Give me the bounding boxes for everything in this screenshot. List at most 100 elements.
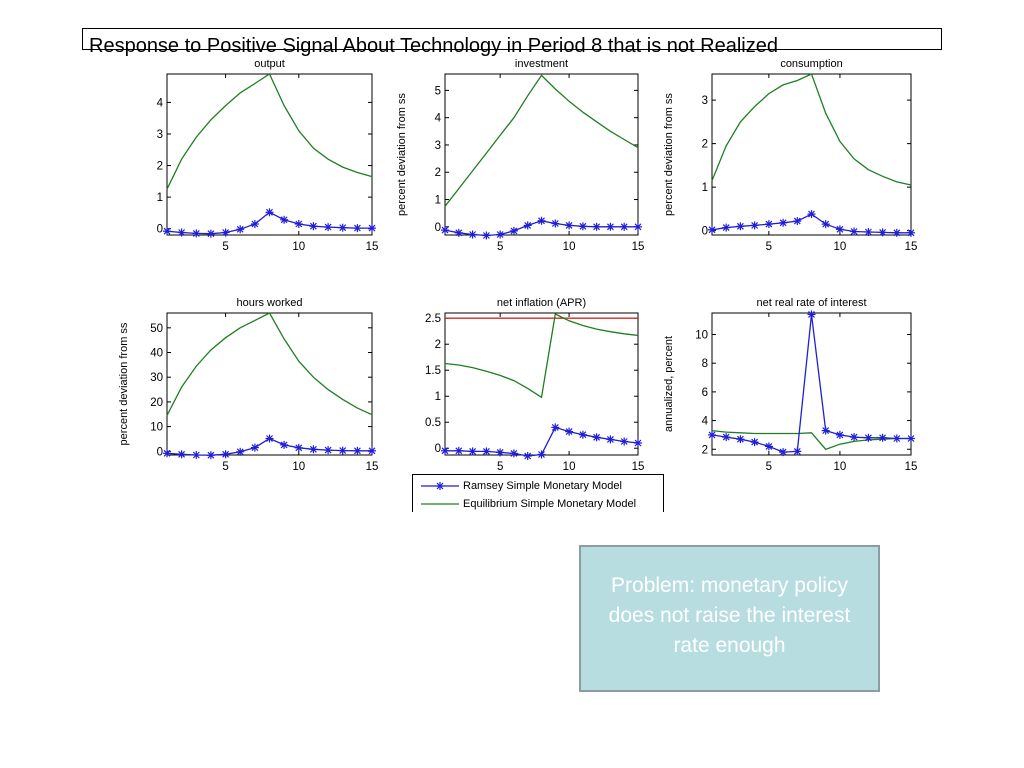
data-point-marker bbox=[482, 447, 491, 456]
data-point-marker bbox=[206, 229, 215, 238]
data-point-marker bbox=[441, 446, 449, 455]
data-point-marker bbox=[722, 433, 731, 442]
data-point-marker bbox=[551, 423, 560, 432]
data-point-marker bbox=[338, 223, 347, 232]
data-point-marker bbox=[736, 222, 745, 231]
y-tick-label: 6 bbox=[702, 387, 708, 399]
y-tick-label: 5 bbox=[435, 85, 441, 97]
data-point-marker bbox=[468, 230, 477, 239]
data-point-marker bbox=[221, 228, 230, 237]
callout-text: Problem: monetary policy does not raise … bbox=[608, 573, 851, 657]
legend-item-ramsey: Ramsey Simple Monetary Model bbox=[413, 477, 663, 495]
chart-title: net inflation (APR) bbox=[497, 297, 586, 309]
legend-label-ramsey: Ramsey Simple Monetary Model bbox=[463, 480, 622, 492]
data-point-marker bbox=[708, 430, 716, 439]
data-point-marker bbox=[309, 445, 318, 454]
data-point-marker bbox=[835, 430, 844, 439]
x-tick-label: 10 bbox=[563, 241, 576, 253]
x-tick-label: 5 bbox=[222, 461, 228, 473]
y-tick-label: 10 bbox=[695, 330, 708, 342]
x-tick-label: 15 bbox=[905, 241, 918, 253]
y-tick-label: 2.5 bbox=[425, 313, 441, 325]
data-point-marker bbox=[779, 218, 788, 227]
y-tick-label: 1.5 bbox=[425, 365, 441, 377]
data-point-marker bbox=[353, 446, 362, 455]
chart-title: hours worked bbox=[236, 297, 302, 309]
data-point-marker bbox=[565, 427, 574, 436]
data-point-marker bbox=[807, 210, 816, 219]
data-point-marker bbox=[280, 440, 289, 449]
data-point-marker bbox=[907, 434, 915, 443]
data-point-marker bbox=[620, 222, 629, 231]
data-point-marker bbox=[606, 222, 615, 231]
data-point-marker bbox=[192, 229, 201, 238]
data-point-marker bbox=[324, 446, 333, 455]
x-tick-label: 10 bbox=[292, 241, 305, 253]
data-point-marker bbox=[265, 208, 274, 217]
data-point-marker bbox=[454, 446, 463, 455]
chart-panel-0: output 5 10 15 0 1 2 3 4 bbox=[157, 58, 379, 253]
data-point-marker bbox=[821, 426, 830, 435]
y-tick-label: 2 bbox=[702, 139, 708, 151]
y-tick-label: 3 bbox=[157, 129, 163, 141]
legend-swatch-ramsey bbox=[421, 482, 459, 490]
data-point-marker bbox=[509, 226, 518, 235]
data-point-marker bbox=[454, 228, 463, 237]
chart-title: net real rate of interest bbox=[756, 297, 866, 309]
x-tick-label: 5 bbox=[766, 241, 772, 253]
legend: Ramsey Simple Monetary Model Equilibrium… bbox=[412, 474, 664, 512]
plot-frame bbox=[444, 312, 639, 456]
title-box bbox=[82, 28, 942, 50]
data-point-marker bbox=[850, 227, 859, 236]
x-tick-label: 5 bbox=[497, 461, 503, 473]
data-point-marker bbox=[163, 227, 171, 236]
data-point-marker bbox=[353, 224, 362, 233]
data-point-marker bbox=[722, 223, 731, 232]
y-axis-label: percent deviation from ss bbox=[118, 322, 130, 445]
data-point-marker bbox=[537, 216, 546, 225]
data-point-marker bbox=[892, 228, 901, 237]
data-point-marker bbox=[764, 220, 773, 229]
x-tick-label: 15 bbox=[366, 461, 379, 473]
data-point-marker bbox=[468, 447, 477, 456]
y-tick-label: 0 bbox=[435, 443, 441, 455]
y-tick-label: 40 bbox=[150, 348, 163, 360]
y-tick-label: 0 bbox=[435, 222, 441, 234]
data-point-marker bbox=[324, 223, 333, 232]
data-point-marker bbox=[606, 435, 615, 444]
plot-frame bbox=[444, 73, 639, 236]
y-tick-label: 30 bbox=[150, 372, 163, 384]
data-point-marker bbox=[509, 449, 518, 458]
data-point-marker bbox=[250, 443, 259, 452]
x-tick-label: 15 bbox=[632, 241, 645, 253]
y-tick-label: 2 bbox=[435, 167, 441, 179]
x-tick-label: 15 bbox=[366, 241, 379, 253]
y-tick-label: 3 bbox=[702, 95, 708, 107]
y-axis-label: annualized, percent bbox=[663, 336, 675, 432]
data-point-marker bbox=[523, 452, 532, 460]
data-point-marker bbox=[206, 451, 215, 460]
data-point-marker bbox=[523, 221, 532, 230]
data-point-marker bbox=[565, 221, 574, 230]
plot-frame bbox=[166, 73, 373, 236]
data-point-marker bbox=[236, 225, 245, 234]
data-point-marker bbox=[793, 217, 802, 226]
data-point-marker bbox=[236, 447, 245, 456]
y-tick-label: 2 bbox=[157, 161, 163, 173]
data-point-marker bbox=[878, 228, 887, 237]
data-point-marker bbox=[821, 220, 830, 229]
data-point-marker bbox=[807, 310, 816, 319]
y-tick-label: 3 bbox=[435, 140, 441, 152]
y-tick-label: 20 bbox=[150, 397, 163, 409]
data-point-marker bbox=[578, 222, 587, 231]
data-point-marker bbox=[265, 434, 274, 443]
y-tick-label: 8 bbox=[702, 358, 708, 370]
series-line-1 bbox=[166, 312, 373, 416]
data-point-marker bbox=[338, 446, 347, 455]
y-tick-label: 1 bbox=[435, 391, 441, 403]
y-tick-label: 1 bbox=[157, 192, 163, 204]
data-point-marker bbox=[779, 448, 788, 457]
data-point-marker bbox=[835, 225, 844, 234]
x-tick-label: 5 bbox=[766, 461, 772, 473]
